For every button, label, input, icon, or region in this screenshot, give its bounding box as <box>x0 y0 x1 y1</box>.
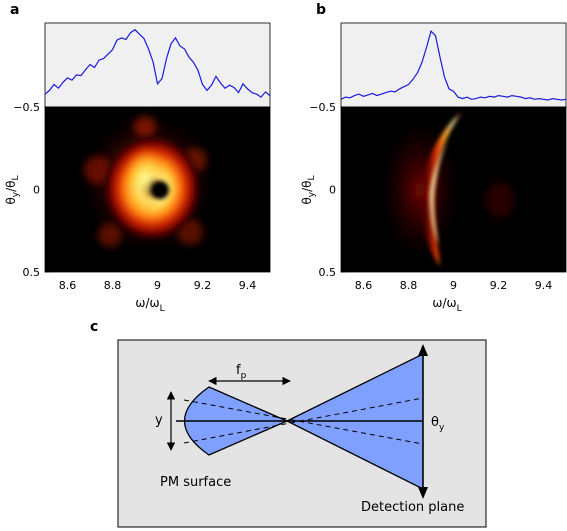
panel-a: 8.6 8.8 9 9.2 9.4−0.500.5 θy/θL ω/ωL <box>4 22 271 314</box>
xlabel-b: ω/ωL <box>432 296 461 314</box>
fp-label-sub: p <box>241 371 247 381</box>
svg-text:θy/θL: θy/θL <box>300 175 317 204</box>
axes-b: 8.6 8.8 9 9.2 9.4 −0.5 0 0.5 <box>309 101 552 292</box>
xlabel-a: ω/ωL <box>135 296 164 314</box>
heatmap-b-halo <box>380 118 460 262</box>
y-tick-label: 0 <box>33 184 40 197</box>
ylabel-b-mid: /θ <box>300 180 314 191</box>
y-tick-label: −0.5 <box>13 101 40 114</box>
y-tick-label: 0 <box>329 184 336 197</box>
heatmap-b-features <box>380 112 514 266</box>
svg-text:θy/θL: θy/θL <box>4 175 21 204</box>
profile-box-a <box>44 22 271 108</box>
spectral-profile-a <box>44 28 271 98</box>
ylabel-b-main: θ <box>300 197 314 204</box>
ylabel-a-mid: /θ <box>4 180 18 191</box>
ylabel-b-sub2: L <box>307 175 317 180</box>
ylabel-a-sub1: y <box>11 191 21 197</box>
x-tick-label: 9.2 <box>490 279 508 292</box>
xlabel-a-sub: L <box>160 304 165 314</box>
xlabel-b-sub: L <box>457 304 462 314</box>
panel-label-c: c <box>90 319 98 335</box>
x-tick-label: 9.4 <box>535 279 553 292</box>
fp-label: fp <box>236 363 247 381</box>
x-tick-label: 9.4 <box>239 279 257 292</box>
x-tick-label: 9 <box>154 279 161 292</box>
diagram-background <box>117 339 487 528</box>
ylabel-a: θy/θL <box>4 175 21 204</box>
heatmap-b-speck <box>486 182 514 218</box>
x-tick-label: 8.6 <box>59 279 77 292</box>
x-tick-label: 8.8 <box>400 279 418 292</box>
ylabel-a-main: θ <box>4 197 18 204</box>
heatmap-b-crescent-core <box>429 140 448 244</box>
y-label: y <box>155 413 163 428</box>
panel-c-diagram: fp y θy PM surface Detection plane <box>117 339 487 528</box>
theta-y-label: θy <box>431 415 445 433</box>
panel-label-b: b <box>316 2 326 18</box>
x-tick-label: 8.6 <box>355 279 373 292</box>
heatmap-a-speck <box>134 116 156 138</box>
theta-y-label-sub: y <box>439 423 445 433</box>
heatmap-a-speck <box>98 223 122 247</box>
xlabel-a-main: ω/ω <box>135 296 159 310</box>
y-tick-label: 0.5 <box>319 266 337 279</box>
x-tick-label: 8.8 <box>104 279 122 292</box>
spectral-profile-b <box>340 30 567 101</box>
dashed-ray <box>183 399 424 445</box>
heatmap-a-features <box>82 113 214 253</box>
ylabel-b: θy/θL <box>300 175 317 204</box>
profile-box-b <box>340 22 567 108</box>
y-tick-label: 0.5 <box>23 266 41 279</box>
ylabel-b-sub1: y <box>307 191 317 197</box>
heatmap-a-bright-lobe <box>123 146 167 214</box>
arrow-down-icon <box>418 487 428 499</box>
heatmap-a-hole-core <box>156 186 164 194</box>
heatmap-b-crescent <box>419 112 462 266</box>
detection-plane-label: Detection plane <box>361 500 464 515</box>
fp-label-main: f <box>236 363 241 378</box>
axes-a: 8.6 8.8 9 9.2 9.4 −0.5 0 0.5 <box>13 101 256 292</box>
x-tick-label: 9 <box>450 279 457 292</box>
xlabel-b-main: ω/ω <box>432 296 456 310</box>
x-tick-label: 9.2 <box>194 279 212 292</box>
theta-y-label-main: θ <box>431 415 439 430</box>
ylabel-a-sub2: L <box>11 175 21 180</box>
panel-b: 8.6 8.8 9 9.2 9.4−0.500.5 θy/θL ω/ωL <box>300 22 567 314</box>
arrow-up-icon <box>418 344 428 356</box>
y-tick-label: −0.5 <box>309 101 336 114</box>
panel-label-a: a <box>10 2 19 18</box>
pm-surface-label: PM surface <box>160 475 231 490</box>
